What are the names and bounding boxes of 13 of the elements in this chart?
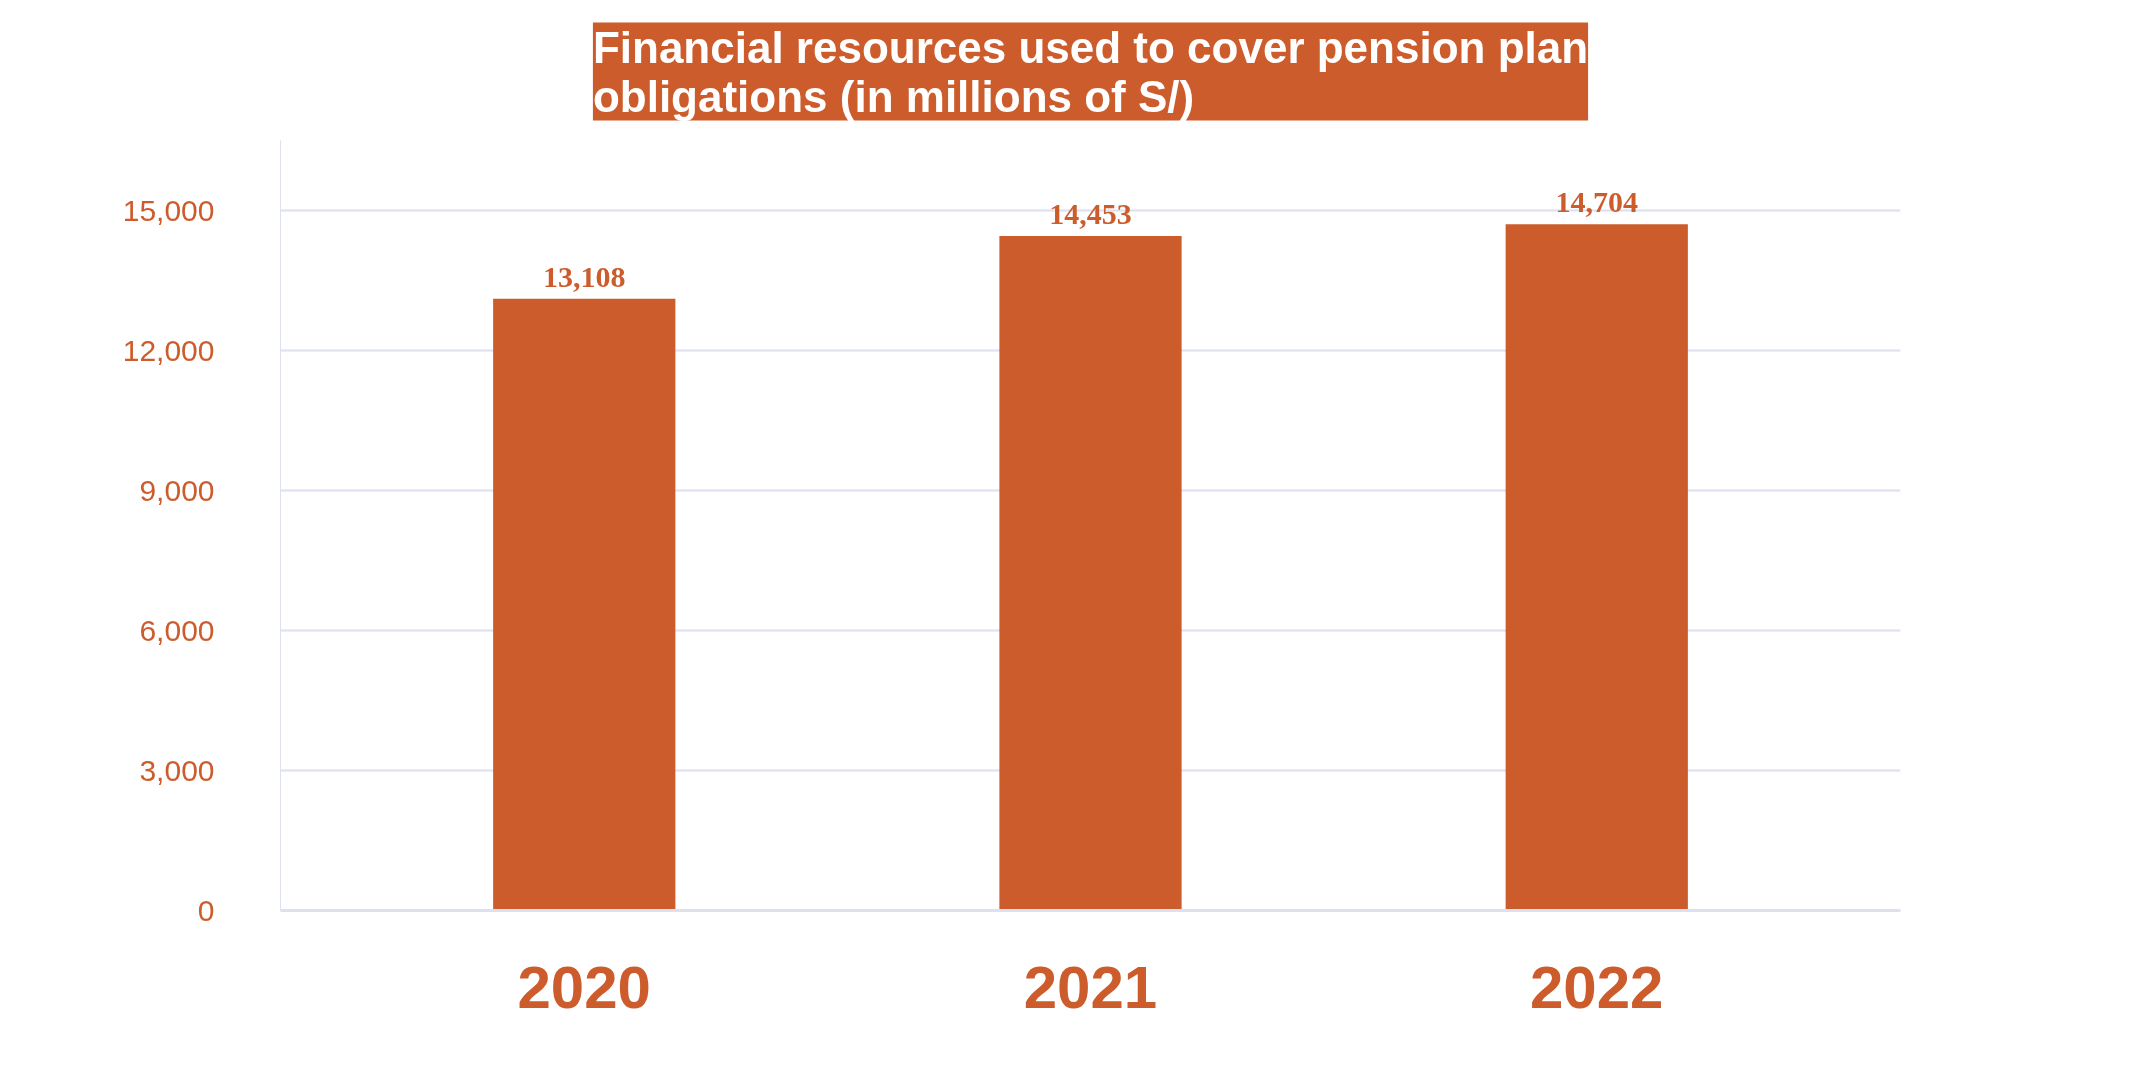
data-label: 13,108 (543, 259, 626, 293)
x-tick-label: 2020 (517, 953, 651, 1021)
y-tick-label: 6,000 (139, 613, 215, 647)
y-tick-label: 3,000 (139, 753, 215, 787)
y-tick-label: 0 (197, 893, 215, 927)
chart-title: Financial resources used to cover pension plan obligations (in millions of S/) (592, 22, 1589, 121)
y-tick-label: 12,000 (122, 333, 215, 367)
x-tick-label: 2021 (1023, 953, 1158, 1021)
y-tick-label: 15,000 (122, 193, 215, 227)
data-label: 14,453 (1049, 197, 1132, 231)
y-tick-label: 9,000 (139, 473, 215, 507)
data-label: 14,704 (1555, 185, 1638, 219)
x-tick-label: 2022 (1530, 953, 1664, 1021)
